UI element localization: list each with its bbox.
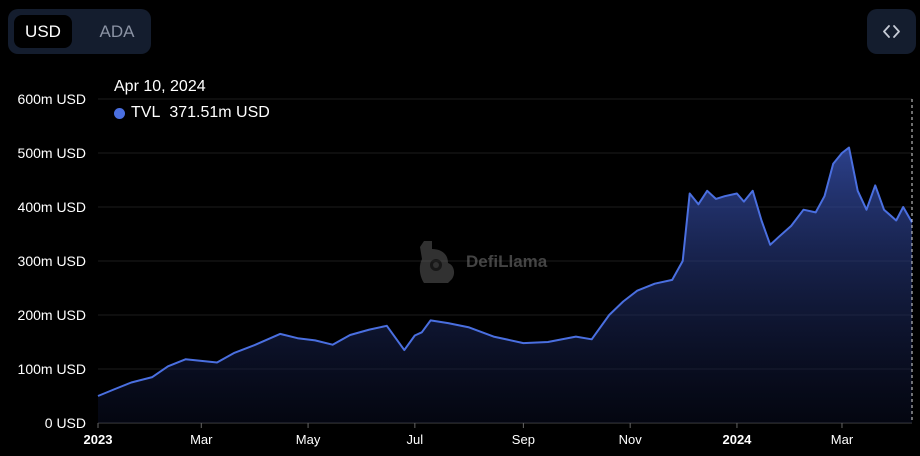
tooltip-value: 371.51m USD bbox=[169, 104, 270, 121]
y-tick-label: 200m USD bbox=[18, 307, 86, 323]
x-tick-label: Nov bbox=[619, 432, 643, 447]
code-brackets-icon bbox=[883, 25, 900, 38]
tvl-area bbox=[98, 147, 912, 423]
tooltip-series: TVL 371.51m USD bbox=[114, 104, 270, 122]
y-axis: 0 USD 100m USD 200m USD 300m USD 400m USD 500… bbox=[18, 91, 86, 431]
tooltip-series-name: TVL bbox=[131, 104, 161, 121]
watermark-text: DefiLlama bbox=[466, 252, 548, 271]
x-tick-label: 2024 bbox=[722, 432, 752, 447]
x-tick-label: May bbox=[296, 432, 321, 447]
watermark: DefiLlama bbox=[414, 237, 547, 287]
currency-option-usd[interactable]: USD bbox=[14, 15, 72, 48]
tvl-line bbox=[97, 146, 913, 397]
llama-logo-icon bbox=[419, 241, 455, 283]
x-axis: 2023 Mar May Jul Sep Nov 2024 Mar bbox=[84, 423, 854, 447]
x-tick-label: Jul bbox=[407, 432, 424, 447]
x-tick-label: 2023 bbox=[84, 432, 113, 447]
y-tick-label: 600m USD bbox=[18, 91, 86, 107]
x-tick-label: Mar bbox=[190, 432, 213, 447]
y-tick-label: 100m USD bbox=[18, 361, 86, 377]
y-tick-label: 0 USD bbox=[45, 415, 86, 431]
currency-toggle: USD ADA bbox=[8, 9, 151, 54]
embed-button[interactable] bbox=[867, 9, 916, 54]
x-tick-label: Mar bbox=[831, 432, 854, 447]
y-tick-label: 500m USD bbox=[18, 145, 86, 161]
x-tick-label: Sep bbox=[512, 432, 535, 447]
currency-option-ada[interactable]: ADA bbox=[99, 22, 135, 41]
tooltip-date: Apr 10, 2024 bbox=[114, 78, 206, 95]
y-tick-label: 400m USD bbox=[18, 199, 86, 215]
series-color-dot bbox=[114, 107, 125, 119]
y-tick-label: 300m USD bbox=[18, 253, 86, 269]
